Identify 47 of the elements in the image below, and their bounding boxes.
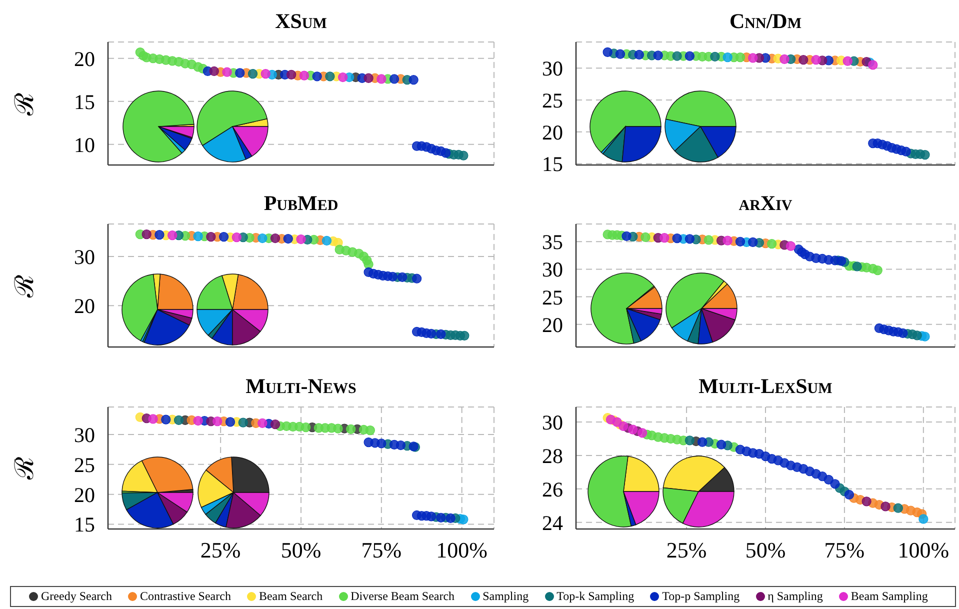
legend-label: Greedy Search xyxy=(41,589,112,604)
legend-label: η Sampling xyxy=(768,589,823,604)
y-tick-label: 20 xyxy=(74,482,95,507)
legend-label: Top-k Sampling xyxy=(556,589,634,604)
legend-label: Contrastive Search xyxy=(140,589,231,604)
y-axis-title: ℛ xyxy=(10,456,40,482)
chart-title: arXiv xyxy=(738,190,794,216)
x-tick-label: 50% xyxy=(280,538,322,563)
y-tick-label: 30 xyxy=(542,410,563,434)
y-tick-label: 15 xyxy=(74,512,95,537)
x-tick-label: 75% xyxy=(361,538,402,563)
y-tick-label: 26 xyxy=(542,477,563,502)
y-tick-label: 30 xyxy=(542,258,563,282)
legend-label: Diverse Beam Search xyxy=(350,589,455,604)
y-tick-label: 20 xyxy=(542,312,563,337)
y-tick-label: 30 xyxy=(74,422,95,447)
y-tick-label: 25 xyxy=(542,88,563,112)
y-axis-title: ℛ xyxy=(10,91,40,118)
chart-title: Multi-LexSum xyxy=(698,373,834,399)
chart-title: XSum xyxy=(274,8,328,34)
x-tick-label: 25% xyxy=(200,538,241,563)
x-tick-label: 75% xyxy=(824,538,865,563)
y-tick-label: 20 xyxy=(542,120,563,144)
y-tick-label: 15 xyxy=(542,152,563,176)
y-tick-label: 15 xyxy=(74,90,95,114)
y-tick-label: 24 xyxy=(542,510,564,535)
y-tick-label: 30 xyxy=(74,244,95,269)
chart-title: PubMed xyxy=(262,190,340,216)
chart-title: Multi-News xyxy=(244,373,358,399)
y-tick-label: 20 xyxy=(74,46,95,71)
legend-label: Top-p Sampling xyxy=(662,589,740,604)
chart-title: Cnn/Dm xyxy=(728,8,802,34)
y-tick-label: 25 xyxy=(542,285,563,310)
x-tick-label: 50% xyxy=(745,538,786,563)
y-tick-label: 28 xyxy=(542,444,563,468)
y-tick-label: 30 xyxy=(542,56,563,81)
x-tick-label: 100% xyxy=(436,538,488,563)
y-tick-label: 10 xyxy=(74,132,95,157)
legend-label: Sampling xyxy=(482,589,529,604)
legend-label: Beam Sampling xyxy=(850,589,928,604)
x-tick-label: 100% xyxy=(898,538,950,563)
legend-label: Beam Search xyxy=(258,589,323,604)
y-tick-label: 35 xyxy=(542,230,563,254)
y-tick-label: 20 xyxy=(74,294,95,318)
y-tick-label: 25 xyxy=(74,452,95,477)
x-tick-label: 25% xyxy=(666,538,707,563)
y-axis-title: ℛ xyxy=(10,273,40,300)
